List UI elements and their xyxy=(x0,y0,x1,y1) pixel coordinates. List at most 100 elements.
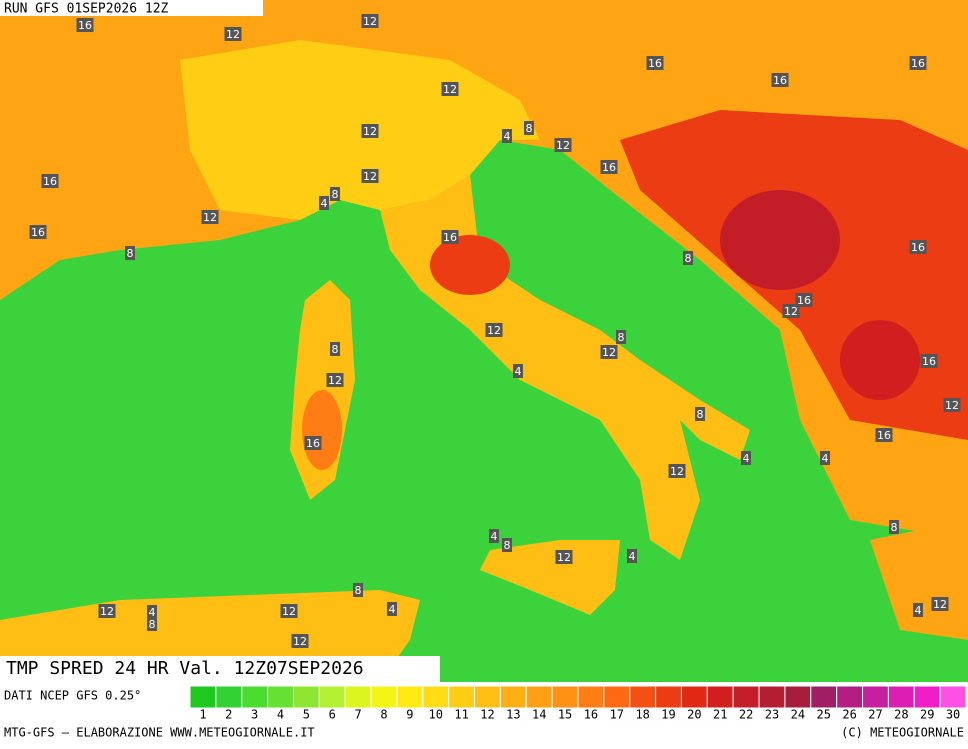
legend-label: 2 xyxy=(225,708,232,722)
legend-swatch xyxy=(267,685,294,709)
contour-label: 4 xyxy=(491,530,498,543)
legend-label: 30 xyxy=(946,708,960,722)
legend-swatch xyxy=(499,685,527,709)
credit-left: MTG-GFS — ELABORAZIONE WWW.METEOGIORNALE… xyxy=(4,726,315,740)
legend-swatch xyxy=(474,685,501,709)
contour-label: 12 xyxy=(556,139,570,152)
contour-label-box xyxy=(291,634,309,648)
contour-label: 4 xyxy=(321,197,328,210)
contour-label: 12 xyxy=(328,374,342,387)
legend-label: 27 xyxy=(868,708,882,722)
contour-label: 16 xyxy=(911,57,925,70)
contour-label: 16 xyxy=(443,231,457,244)
legend-label: 3 xyxy=(251,708,258,722)
contour-label: 8 xyxy=(355,584,362,597)
contour-label-box xyxy=(554,138,572,152)
contour-label-box xyxy=(555,550,573,564)
contour-label-box xyxy=(820,451,830,465)
legend-label: 1 xyxy=(199,708,206,722)
sicily xyxy=(480,540,620,615)
legend-label: 5 xyxy=(303,708,310,722)
contour-label-box xyxy=(627,549,637,563)
legend-swatch xyxy=(551,685,579,709)
contour-label-box xyxy=(668,464,686,478)
contour-label: 12 xyxy=(602,346,616,359)
product-title: TMP SPRED 24 HR Val. 12Z07SEP2026 xyxy=(6,658,364,679)
contour-label: 8 xyxy=(504,539,511,552)
contour-label: 12 xyxy=(784,305,798,318)
credit-right: (C) METEOGIORNALE xyxy=(841,726,964,740)
legend-label: 16 xyxy=(584,708,598,722)
legend-label: 7 xyxy=(355,708,362,722)
contour-label-box xyxy=(201,210,219,224)
contour-label: 12 xyxy=(282,605,296,618)
contour-label: 4 xyxy=(149,606,156,619)
contour-label-box xyxy=(147,605,157,619)
legend-label: 20 xyxy=(687,708,701,722)
contour-label: 8 xyxy=(332,343,339,356)
contour-label: 16 xyxy=(306,437,320,450)
legend-swatch xyxy=(318,685,346,709)
contour-label-box xyxy=(330,342,340,356)
legend-swatch xyxy=(577,685,605,709)
legend-swatch xyxy=(603,685,631,709)
contour-label: 4 xyxy=(515,365,522,378)
contour-label: 4 xyxy=(743,452,750,465)
contour-label-box xyxy=(304,436,322,450)
contour-label-box xyxy=(147,617,157,631)
legend-swatch xyxy=(215,685,243,709)
legend-label: 18 xyxy=(635,708,649,722)
legend-swatch xyxy=(241,685,269,709)
contour-label-box xyxy=(29,225,47,239)
contour-label-box xyxy=(489,529,499,543)
legend-label: 12 xyxy=(480,708,494,722)
contour-label: 12 xyxy=(100,605,114,618)
contour-label: 16 xyxy=(648,57,662,70)
contour-label: 12 xyxy=(557,551,571,564)
legend-label: 15 xyxy=(558,708,572,722)
legend-swatch xyxy=(810,685,838,709)
contour-label: 12 xyxy=(226,28,240,41)
contour-label-box xyxy=(361,169,379,183)
contour-label: 16 xyxy=(602,161,616,174)
legend-label: 29 xyxy=(920,708,934,722)
contour-label-box xyxy=(441,82,459,96)
legend-label: 8 xyxy=(380,708,387,722)
contour-label-box xyxy=(600,160,618,174)
contour-label: 16 xyxy=(773,74,787,87)
contour-label-box xyxy=(330,187,340,201)
contour-label-box xyxy=(889,520,899,534)
contour-label: 12 xyxy=(363,125,377,138)
contour-label-box xyxy=(600,345,618,359)
contour-label-box xyxy=(361,14,379,28)
legend-label: 17 xyxy=(610,708,624,722)
contour-label-box xyxy=(361,124,379,138)
legend-label: 25 xyxy=(817,708,831,722)
contour-label: 16 xyxy=(78,19,92,32)
legend-swatch xyxy=(836,685,864,709)
contour-label: 16 xyxy=(797,294,811,307)
contour-label-box xyxy=(485,323,503,337)
contour-label-box xyxy=(513,364,523,378)
contour-label-box xyxy=(683,251,693,265)
contour-label: 16 xyxy=(922,355,936,368)
contour-label-box xyxy=(98,604,116,618)
legend-swatch xyxy=(448,685,476,709)
legend-swatch xyxy=(422,685,450,709)
contour-label: 12 xyxy=(487,324,501,337)
color-legend: 1 2 3 4 5 6 7 8 9 10 11 12 13 14 15 16 17 18 19 20 21 22 23 24 2… xyxy=(189,685,967,722)
legend-label: 19 xyxy=(661,708,675,722)
legend-swatch xyxy=(680,685,708,709)
contour-label: 4 xyxy=(822,452,829,465)
tuscany xyxy=(430,235,510,295)
contour-label: 8 xyxy=(697,408,704,421)
contour-label-box xyxy=(125,246,135,260)
legend-label: 9 xyxy=(406,708,413,722)
source: DATI NCEP GFS 0.25° xyxy=(4,689,141,703)
contour-label: 12 xyxy=(945,399,959,412)
legend-label: 6 xyxy=(329,708,336,722)
contour-label-box xyxy=(920,354,938,368)
contour-label: 16 xyxy=(877,429,891,442)
legend-swatch xyxy=(862,685,889,709)
